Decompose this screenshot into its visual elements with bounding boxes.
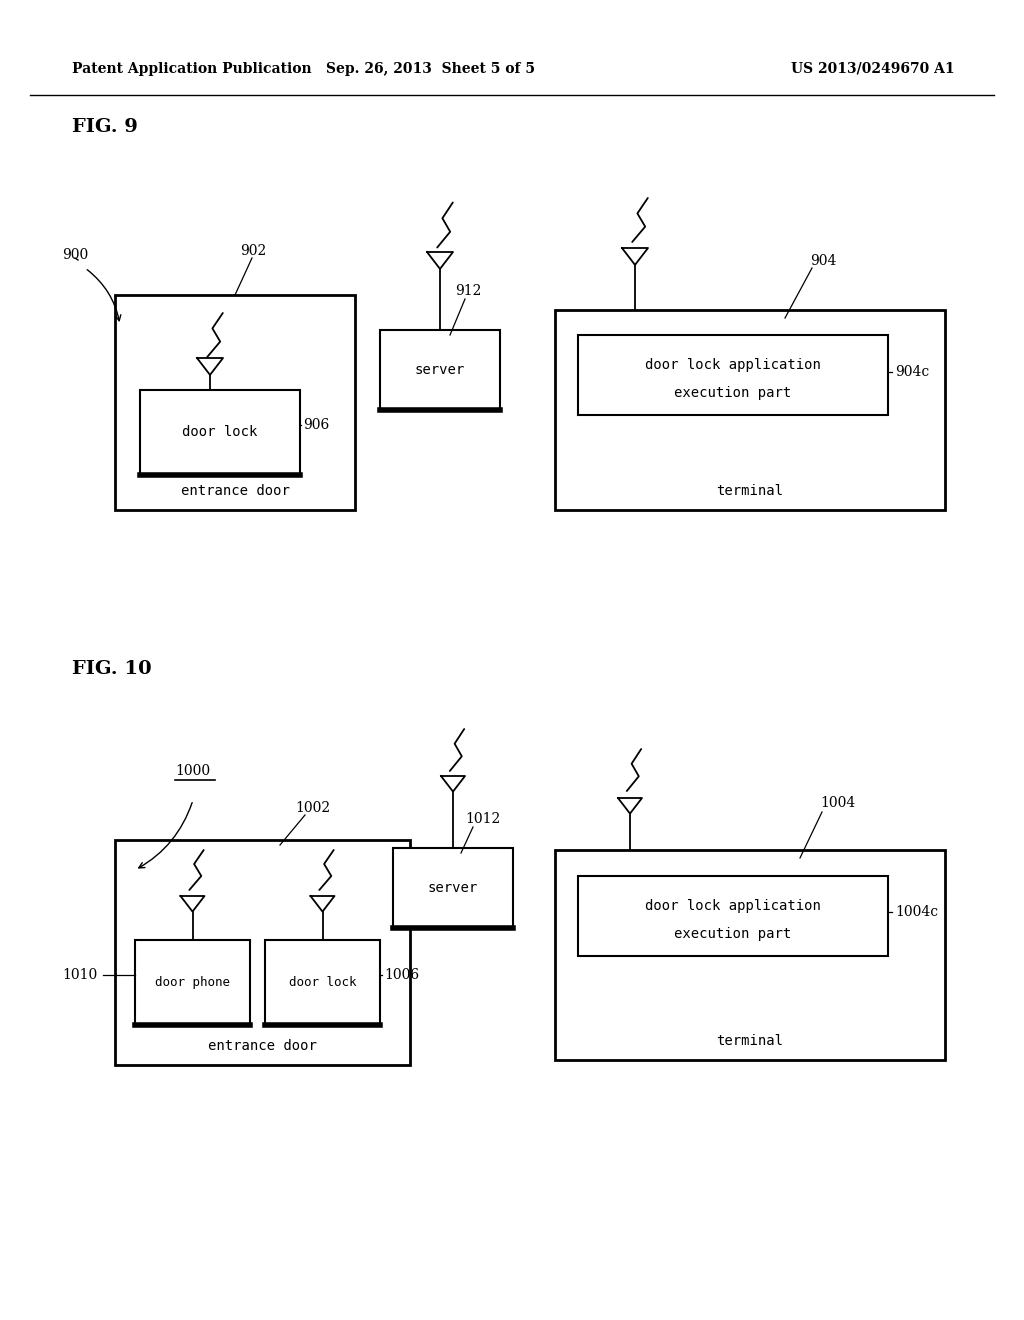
Text: US 2013/0249670 A1: US 2013/0249670 A1 — [792, 62, 955, 77]
Bar — [140, 389, 300, 475]
Text: terminal: terminal — [717, 484, 783, 498]
Bar — [115, 294, 355, 510]
Text: door lock: door lock — [182, 425, 258, 440]
Text: 1004c: 1004c — [895, 906, 938, 919]
Text: 904: 904 — [810, 253, 837, 268]
Text: 900: 900 — [62, 248, 88, 261]
Text: Sep. 26, 2013  Sheet 5 of 5: Sep. 26, 2013 Sheet 5 of 5 — [326, 62, 535, 77]
Text: door lock application: door lock application — [645, 899, 821, 913]
Bar — [555, 310, 945, 510]
Text: 1012: 1012 — [465, 812, 501, 826]
Text: 912: 912 — [455, 284, 481, 298]
Text: FIG. 9: FIG. 9 — [72, 117, 138, 136]
Text: door lock: door lock — [289, 975, 356, 989]
Text: server: server — [428, 880, 478, 895]
Text: 1010: 1010 — [62, 968, 97, 982]
Bar — [380, 330, 500, 411]
Bar — [135, 940, 250, 1026]
Text: 1002: 1002 — [295, 801, 330, 814]
Bar — [555, 850, 945, 1060]
Bar — [265, 940, 380, 1026]
Bar — [115, 840, 410, 1065]
Text: execution part: execution part — [675, 927, 792, 941]
Bar — [578, 876, 888, 956]
Text: 906: 906 — [303, 418, 330, 432]
Text: execution part: execution part — [675, 385, 792, 400]
Text: 1004: 1004 — [820, 796, 855, 810]
Text: entrance door: entrance door — [180, 484, 290, 498]
Text: 902: 902 — [240, 244, 266, 257]
Text: door lock application: door lock application — [645, 359, 821, 372]
Text: door phone: door phone — [155, 975, 230, 989]
Text: server: server — [415, 363, 465, 378]
Text: entrance door: entrance door — [208, 1039, 317, 1053]
Text: 904c: 904c — [895, 366, 929, 379]
Bar — [578, 335, 888, 414]
Text: terminal: terminal — [717, 1034, 783, 1048]
Text: FIG. 10: FIG. 10 — [72, 660, 152, 678]
Text: 1000: 1000 — [175, 764, 210, 777]
Text: 1006: 1006 — [384, 968, 419, 982]
Bar — [393, 847, 513, 928]
Text: Patent Application Publication: Patent Application Publication — [72, 62, 311, 77]
